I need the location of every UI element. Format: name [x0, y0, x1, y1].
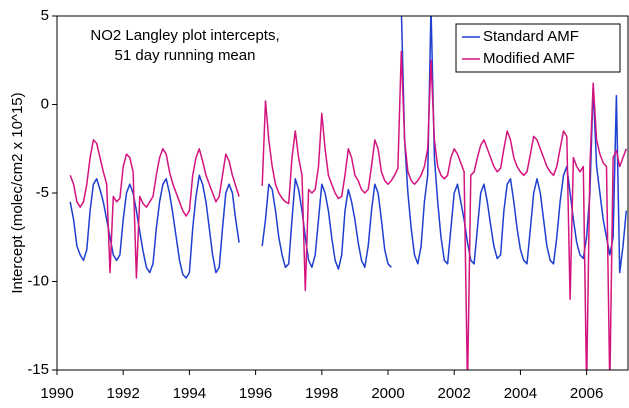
legend-label: Standard AMF	[483, 28, 579, 45]
data-line	[69, 50, 628, 370]
y-tick-label: 0	[41, 95, 49, 112]
x-tick-label: 2004	[504, 385, 537, 402]
y-tick-label: -15	[27, 361, 49, 378]
legend-label: Modified AMF	[483, 50, 575, 67]
plot-frame	[56, 15, 629, 371]
x-tick-label: 1992	[107, 385, 140, 402]
x-tick-label: 2002	[438, 385, 471, 402]
x-tick-label: 1996	[239, 385, 272, 402]
x-tick-label: 1994	[173, 385, 206, 402]
y-tick-label: -5	[36, 184, 49, 201]
x-tick-label: 1998	[305, 385, 338, 402]
y-tick-label: -10	[27, 272, 49, 289]
annotation: NO2 Langley plot intercepts,	[90, 27, 279, 44]
x-tick-label: 2006	[570, 385, 603, 402]
y-tick-label: 5	[41, 7, 49, 24]
y-axis-label: Intercept (molec/cm2 x 10^15)	[9, 92, 26, 293]
plot-area	[69, 16, 628, 370]
x-tick-label: 1990	[40, 385, 73, 402]
annotation: 51 day running mean	[115, 47, 256, 64]
legend-box	[455, 23, 621, 73]
x-tick-label: 2000	[371, 385, 404, 402]
